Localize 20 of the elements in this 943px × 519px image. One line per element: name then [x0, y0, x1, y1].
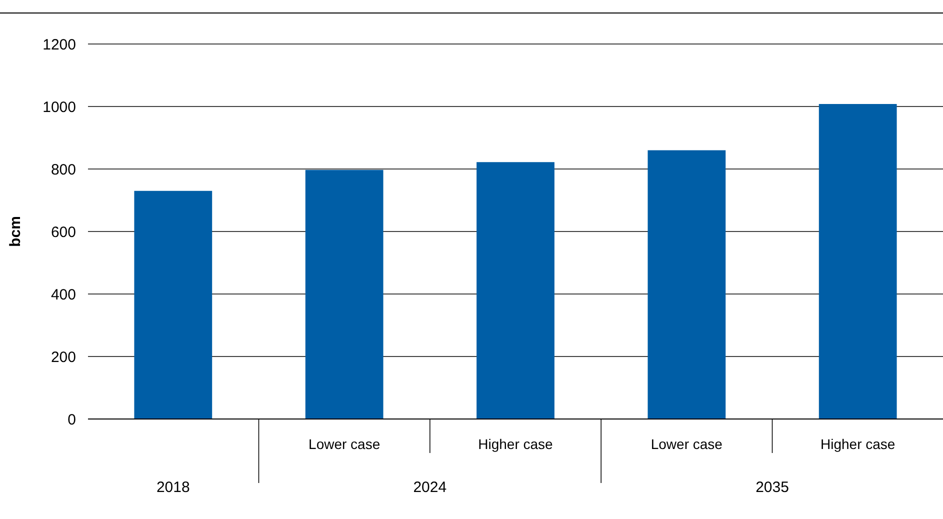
text: 2018	[156, 479, 190, 496]
y-tick-label: 200	[50, 348, 76, 366]
bar	[648, 150, 726, 419]
text: 2035	[756, 479, 789, 496]
x-tick-label: Lower case	[308, 436, 380, 452]
y-tick-label: 800	[50, 161, 76, 178]
x-tick-label: Lower case	[650, 436, 723, 452]
y-tick-label: 600	[50, 224, 76, 241]
bar	[134, 190, 212, 419]
bar	[305, 170, 384, 419]
x-tick-label: Higher case	[478, 436, 554, 452]
bar	[818, 104, 897, 419]
y-tick-label: 400	[50, 286, 76, 304]
y-tick-label: 1200	[42, 36, 76, 54]
x-tick-label: Higher case	[820, 436, 896, 452]
text: 2024	[413, 479, 447, 496]
bar	[476, 162, 554, 419]
y-axis-title: bcm	[7, 216, 24, 247]
y-tick-label: 0	[68, 411, 76, 428]
y-tick-label: 1000	[42, 98, 76, 116]
